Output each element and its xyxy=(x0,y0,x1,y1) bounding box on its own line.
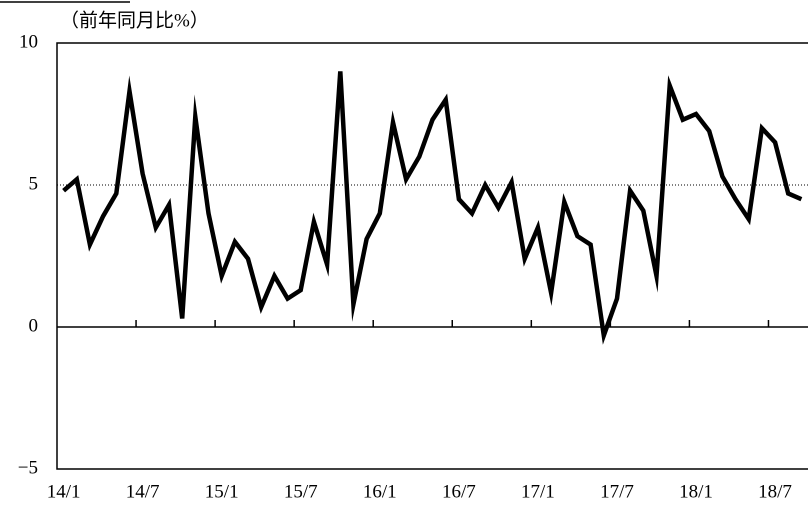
x-tick-label: 14/7 xyxy=(126,481,160,502)
y-tick-label: 10 xyxy=(19,31,38,52)
y-tick-label: 0 xyxy=(29,315,39,336)
x-tick-label: 16/7 xyxy=(442,481,476,502)
y-tick-label: −5 xyxy=(18,457,38,478)
x-tick-label: 18/7 xyxy=(758,481,792,502)
chart-title: （前年同月比%） xyxy=(60,9,209,31)
data-line xyxy=(62,71,803,345)
x-tick-label: 15/1 xyxy=(205,481,239,502)
y-tick-label: 5 xyxy=(29,173,39,194)
x-tick-label: 18/1 xyxy=(679,481,713,502)
x-tick-label: 15/7 xyxy=(284,481,318,502)
plot-frame xyxy=(56,42,808,470)
x-tick-label: 17/7 xyxy=(600,481,634,502)
x-tick-label: 16/1 xyxy=(363,481,397,502)
x-tick-label: 14/1 xyxy=(47,481,81,502)
x-tick-label: 17/1 xyxy=(521,481,555,502)
